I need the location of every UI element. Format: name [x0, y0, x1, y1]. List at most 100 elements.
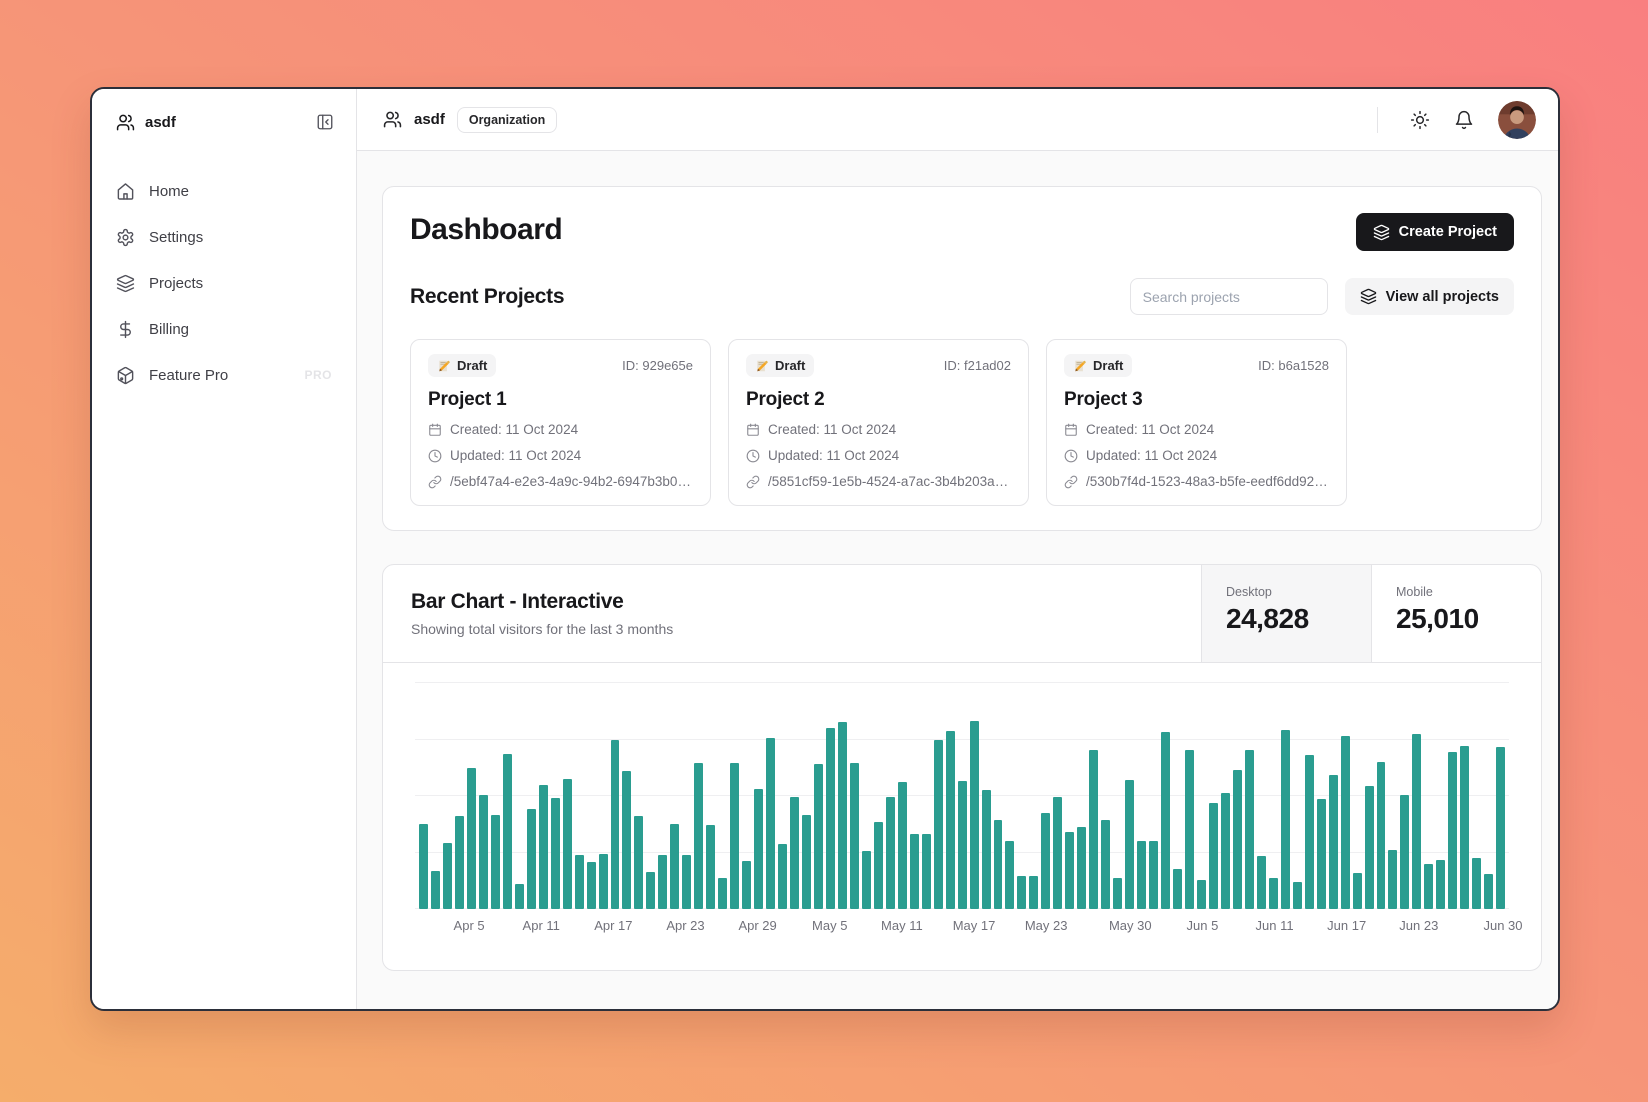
bar-jun-27[interactable]	[1460, 746, 1470, 909]
bar-apr-20[interactable]	[646, 872, 656, 909]
bar-jun-24[interactable]	[1424, 864, 1434, 909]
bar-jun-8[interactable]	[1232, 770, 1242, 909]
bar-jun-9[interactable]	[1244, 750, 1254, 909]
bar-apr-21[interactable]	[658, 855, 668, 909]
bar-jun-21[interactable]	[1388, 850, 1398, 909]
project-link[interactable]: /530b7f4d-1523-48a3-b5fe-eedf6dd92456	[1064, 474, 1329, 489]
bar-apr-28[interactable]	[742, 861, 752, 909]
bar-chart-plot[interactable]	[415, 682, 1509, 909]
bar-may-18[interactable]	[981, 790, 991, 909]
bar-may-15[interactable]	[945, 731, 955, 909]
bar-apr-5[interactable]	[466, 768, 476, 909]
bar-apr-18[interactable]	[622, 771, 632, 909]
sidebar-item-settings[interactable]: Settings	[104, 217, 344, 257]
bar-jun-13[interactable]	[1292, 882, 1302, 909]
bar-may-27[interactable]	[1089, 750, 1099, 909]
bar-apr-26[interactable]	[718, 878, 728, 909]
bar-jun-2[interactable]	[1161, 732, 1171, 909]
bar-may-5[interactable]	[825, 728, 835, 909]
bar-may-10[interactable]	[885, 797, 895, 909]
bar-may-25[interactable]	[1065, 832, 1075, 909]
create-project-button[interactable]: Create Project	[1355, 213, 1514, 251]
theme-toggle-button[interactable]	[1404, 104, 1436, 136]
bar-may-24[interactable]	[1053, 797, 1063, 909]
bar-jun-25[interactable]	[1436, 860, 1446, 909]
bar-jun-1[interactable]	[1149, 841, 1159, 909]
project-card[interactable]: Draft ID: b6a1528 Project 3 Created: 11 …	[1046, 339, 1347, 506]
bar-apr-13[interactable]	[562, 779, 572, 909]
bar-may-2[interactable]	[790, 797, 799, 909]
bar-may-13[interactable]	[921, 834, 931, 909]
bar-jun-7[interactable]	[1220, 793, 1230, 909]
bar-jun-17[interactable]	[1340, 736, 1350, 909]
bar-apr-23[interactable]	[682, 855, 692, 909]
bar-may-26[interactable]	[1077, 827, 1087, 909]
bar-apr-25[interactable]	[706, 825, 716, 909]
sidebar-item-feature-pro[interactable]: Feature Pro PRO	[104, 355, 344, 395]
bar-jun-29[interactable]	[1484, 874, 1494, 909]
bar-jun-16[interactable]	[1328, 775, 1338, 909]
bar-jun-19[interactable]	[1364, 786, 1374, 909]
bar-may-20[interactable]	[1005, 841, 1015, 909]
sidebar-collapse-button[interactable]	[314, 111, 336, 133]
bar-jun-14[interactable]	[1304, 755, 1314, 909]
bar-may-8[interactable]	[861, 851, 871, 909]
notifications-button[interactable]	[1448, 104, 1480, 136]
bar-apr-27[interactable]	[730, 763, 740, 909]
bar-apr-4[interactable]	[454, 816, 464, 909]
search-input[interactable]	[1129, 278, 1328, 315]
bar-may-11[interactable]	[897, 782, 907, 909]
bar-apr-8[interactable]	[502, 754, 512, 909]
bar-may-1[interactable]	[778, 844, 788, 909]
bar-may-23[interactable]	[1041, 813, 1051, 909]
bar-may-16[interactable]	[957, 781, 967, 909]
bar-may-30[interactable]	[1125, 780, 1135, 909]
bar-jun-23[interactable]	[1412, 734, 1422, 909]
bar-apr-15[interactable]	[586, 862, 596, 909]
sidebar-item-home[interactable]: Home	[104, 171, 344, 211]
bar-apr-9[interactable]	[514, 884, 524, 909]
bar-jun-10[interactable]	[1256, 856, 1266, 909]
bar-may-7[interactable]	[849, 763, 859, 909]
bar-may-29[interactable]	[1113, 878, 1123, 909]
bar-jun-22[interactable]	[1400, 795, 1410, 909]
bar-apr-2[interactable]	[430, 871, 440, 909]
bar-apr-7[interactable]	[490, 815, 500, 909]
bar-may-31[interactable]	[1137, 841, 1147, 909]
bar-apr-22[interactable]	[670, 824, 680, 909]
bar-jun-28[interactable]	[1472, 858, 1482, 909]
project-link[interactable]: /5851cf59-1e5b-4524-a7ac-3b4b203a9ec9	[746, 474, 1011, 489]
bar-apr-11[interactable]	[538, 785, 548, 909]
bar-jun-11[interactable]	[1268, 878, 1278, 909]
sidebar-item-projects[interactable]: Projects	[104, 263, 344, 303]
bar-may-19[interactable]	[993, 820, 1003, 909]
bar-may-12[interactable]	[909, 834, 919, 909]
bar-may-17[interactable]	[969, 721, 979, 909]
bar-apr-30[interactable]	[766, 738, 776, 909]
bar-apr-16[interactable]	[598, 854, 608, 909]
bar-jun-5[interactable]	[1196, 880, 1206, 909]
project-card[interactable]: Draft ID: 929e65e Project 1 Created: 11 …	[410, 339, 711, 506]
bar-apr-1[interactable]	[419, 824, 428, 909]
bar-jun-4[interactable]	[1185, 750, 1194, 909]
bar-may-6[interactable]	[837, 722, 847, 909]
bar-apr-6[interactable]	[478, 795, 488, 909]
view-all-projects-button[interactable]: View all projects	[1344, 278, 1514, 315]
bar-jun-18[interactable]	[1352, 873, 1362, 909]
bar-apr-24[interactable]	[694, 763, 704, 909]
stat-toggle-mobile[interactable]: Mobile 25,010	[1371, 565, 1541, 662]
bar-may-3[interactable]	[802, 815, 811, 909]
bar-may-9[interactable]	[873, 822, 883, 909]
bar-may-22[interactable]	[1029, 876, 1039, 909]
stat-toggle-desktop[interactable]: Desktop 24,828	[1201, 565, 1371, 662]
bar-jun-20[interactable]	[1376, 762, 1386, 909]
bar-apr-3[interactable]	[442, 843, 452, 909]
bar-jun-30[interactable]	[1496, 747, 1506, 909]
bar-jun-26[interactable]	[1448, 752, 1458, 909]
bar-apr-19[interactable]	[634, 816, 644, 909]
sidebar-item-billing[interactable]: Billing	[104, 309, 344, 349]
user-avatar[interactable]	[1498, 100, 1536, 139]
bar-may-28[interactable]	[1101, 820, 1111, 909]
bar-apr-29[interactable]	[754, 789, 764, 909]
bar-may-4[interactable]	[813, 764, 823, 909]
